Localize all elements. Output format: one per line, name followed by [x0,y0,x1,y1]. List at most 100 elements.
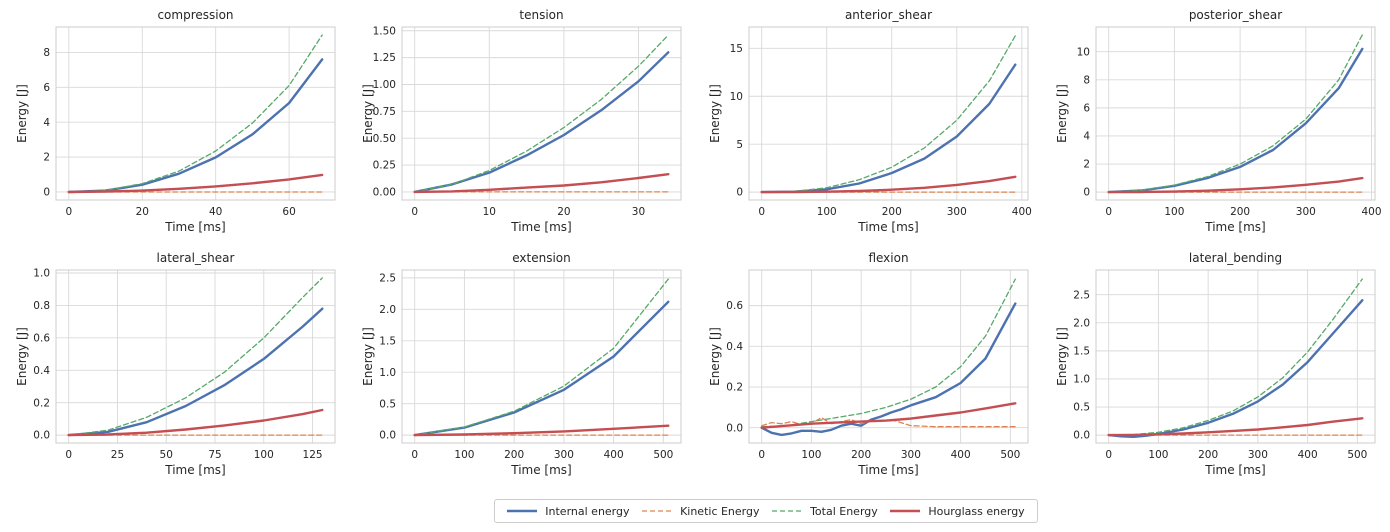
x-tick-label: 0 [1105,206,1112,218]
x-tick-label: 500 [1347,449,1367,461]
y-tick-label: 0.0 [33,430,50,442]
x-tick-label: 20 [136,206,149,218]
x-axis-label: Time [ms] [164,220,226,234]
y-axis-label: Energy [J] [1055,84,1069,143]
x-tick-label: 40 [209,206,222,218]
x-tick-label: 10 [483,206,496,218]
series-line-hourglass-energy [413,173,670,194]
y-axis-label: Energy [J] [15,327,29,386]
y-tick-label: 10 [730,91,743,103]
y-axis-label: Energy [J] [1055,327,1069,386]
y-tick-label: 2.0 [1073,317,1090,329]
subplot-title: lateral_bending [1189,251,1282,265]
x-tick-label: 30 [632,206,645,218]
x-tick-label: 300 [1248,449,1268,461]
x-axis-label: Time [ms] [510,220,572,234]
y-tick-label: 1.00 [373,79,396,91]
x-tick-label: 0 [1105,449,1112,461]
y-tick-label: 0.4 [33,365,50,377]
legend-label-total-energy: Total Energy [810,504,878,518]
plot-frame [748,269,1029,444]
series-line-hourglass-energy [760,402,1017,429]
y-tick-label: 4 [43,117,50,129]
y-tick-label: 0.6 [726,300,743,312]
y-tick-label: 10 [1077,46,1090,58]
y-tick-label: 2.0 [379,304,396,316]
y-tick-label: 6 [1083,102,1090,114]
series-line-total-energy [761,35,1016,193]
series-line-total-energy [1108,34,1363,193]
x-tick-label: 300 [554,449,574,461]
x-tick-label: 100 [454,449,474,461]
y-tick-label: 0.5 [379,398,396,410]
x-tick-label: 400 [1012,206,1032,218]
x-tick-label: 500 [1000,449,1020,461]
x-tick-label: 400 [1361,206,1381,218]
plot-frame [748,26,1029,201]
series-line-total-energy [68,277,323,436]
plot-frame [1095,26,1376,201]
x-tick-label: 100 [1148,449,1168,461]
y-tick-label: 0.0 [379,430,396,442]
subplot-title: posterior_shear [1189,8,1282,22]
y-tick-label: 0 [43,187,50,199]
y-tick-label: 6 [43,82,50,94]
series-line-internal-energy [67,307,324,437]
y-tick-label: 0.2 [33,397,50,409]
series-line-hourglass-energy [1107,417,1364,437]
series-line-hourglass-energy [67,173,324,194]
plot-area [1096,270,1375,443]
series-line-total-energy [414,34,669,193]
subplot-title: lateral_shear [157,251,235,265]
plot-frame [1095,269,1376,444]
y-tick-label: 0.25 [373,160,396,172]
plot-frame [401,269,682,444]
x-tick-label: 200 [504,449,524,461]
y-tick-label: 4 [1083,131,1090,143]
subplot-title: tension [519,8,563,22]
plot-area [402,27,681,200]
legend-item-total-energy: Total Energy [772,505,878,518]
x-tick-label: 200 [1230,206,1250,218]
legend-item-kinetic-energy: Kinetic Energy [642,505,760,518]
x-tick-label: 0 [411,206,418,218]
y-tick-label: 1.0 [33,268,50,280]
x-tick-label: 0 [411,449,418,461]
x-tick-label: 125 [303,449,323,461]
subplot-title: flexion [868,251,908,265]
subplot-title: extension [512,251,571,265]
y-tick-label: 0.6 [33,332,50,344]
subplot-posterior-shear: 0 100 200 300 400 0 2 4 6 8 10 posterior_shear Time … [1055,8,1382,234]
subplot-title: compression [157,8,233,22]
x-tick-label: 100 [1164,206,1184,218]
y-tick-label: 0.0 [726,422,743,434]
subplot-lateral-bending: 0 100 200 300 400 500 0.0 0.5 1.0 1.5 2.0 2.5 latera… [1055,251,1376,477]
x-tick-label: 300 [947,206,967,218]
y-tick-label: 1.50 [373,25,396,37]
y-tick-label: 0.00 [373,187,396,199]
x-tick-label: 0 [758,206,765,218]
x-tick-label: 500 [653,449,673,461]
legend: Internal energy Kinetic Energy Total Ene… [494,499,1038,523]
subplot-title: anterior_shear [845,8,932,22]
x-tick-label: 0 [758,449,765,461]
series-line-hourglass-energy [1107,176,1364,194]
plot-area [56,270,335,443]
y-tick-label: 0.4 [726,341,743,353]
y-axis-label: Energy [J] [708,84,722,143]
legend-item-internal-energy: Internal energy [507,505,630,518]
x-axis-label: Time [ms] [164,463,226,477]
x-tick-label: 20 [557,206,570,218]
x-tick-label: 0 [65,449,72,461]
x-tick-label: 25 [111,449,124,461]
subplot-compression: 0 20 40 60 0 2 4 6 8 compression Time [ms] Energy [… [15,8,336,234]
x-tick-label: 300 [1296,206,1316,218]
x-tick-label: 60 [282,206,295,218]
plot-area [1096,27,1375,200]
y-tick-label: 0 [736,187,743,199]
y-tick-label: 0.5 [1073,402,1090,414]
x-tick-label: 200 [851,449,871,461]
plot-area [56,27,335,200]
plot-area [402,270,681,443]
x-tick-label: 0 [66,206,73,218]
